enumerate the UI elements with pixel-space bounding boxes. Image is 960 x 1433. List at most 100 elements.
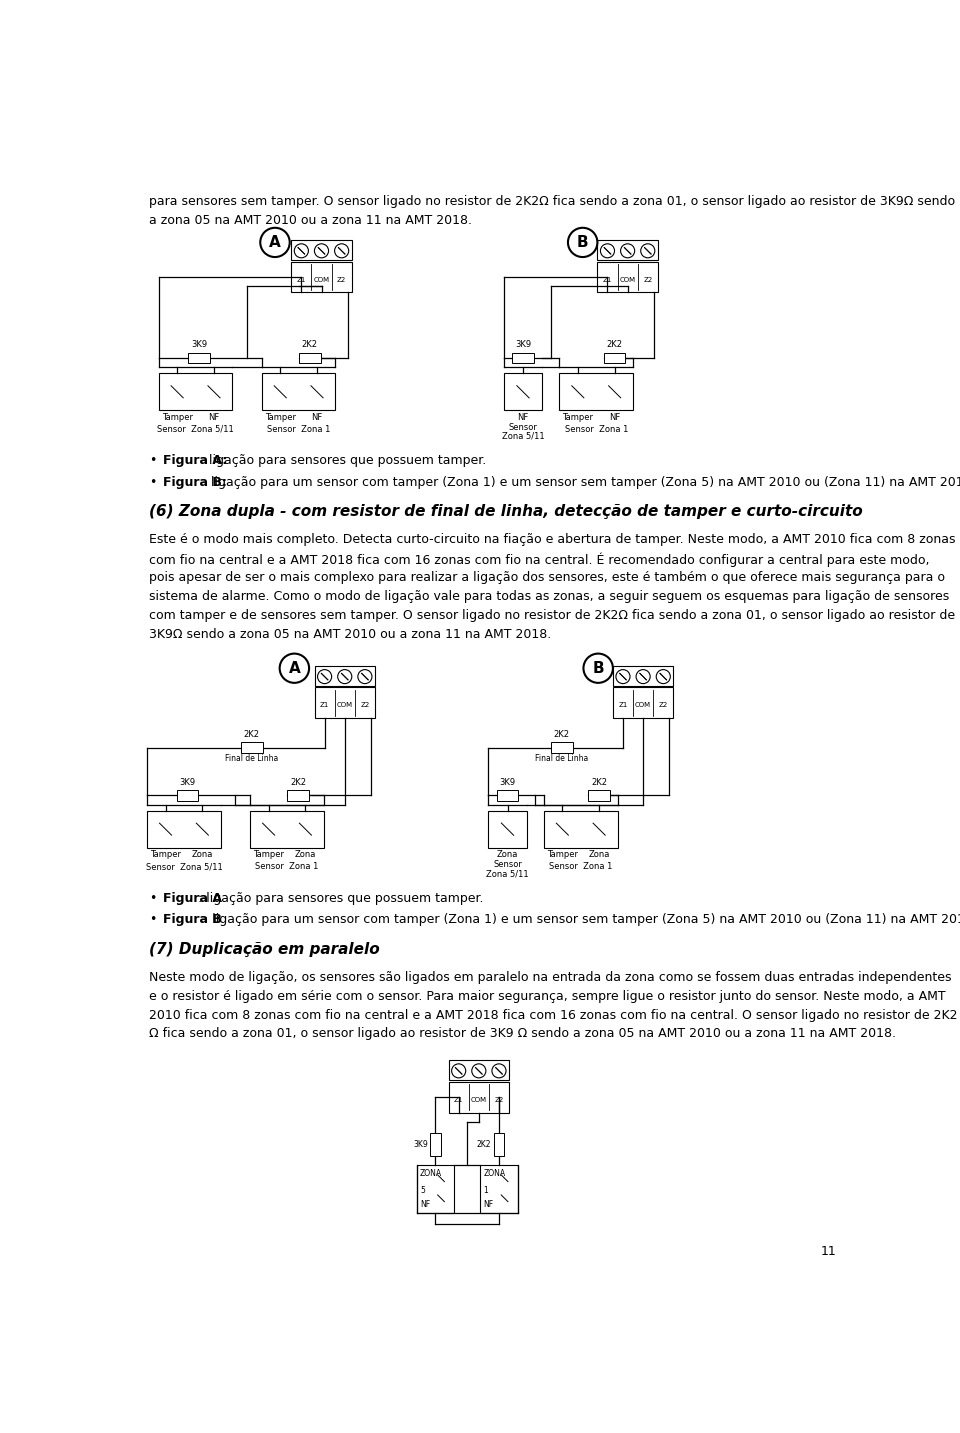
Bar	[287, 790, 309, 801]
Text: 1: 1	[484, 1187, 489, 1195]
Text: 2K2: 2K2	[290, 778, 306, 787]
Text: NF: NF	[208, 413, 220, 421]
Text: Tamper: Tamper	[150, 850, 181, 858]
Text: Zona: Zona	[497, 850, 518, 858]
Bar	[315, 688, 375, 718]
Text: Figura B: Figura B	[163, 913, 223, 927]
Bar	[315, 666, 375, 686]
Text: Final de Linha: Final de Linha	[226, 754, 278, 764]
Bar	[597, 262, 658, 292]
Text: Sensor  Zona 5/11: Sensor Zona 5/11	[157, 426, 234, 434]
Text: NF: NF	[517, 413, 529, 421]
Text: Sensor  Zona 1: Sensor Zona 1	[267, 426, 330, 434]
Bar	[417, 1165, 454, 1212]
Text: Tamper: Tamper	[161, 413, 193, 421]
Text: 11: 11	[821, 1245, 837, 1258]
Text: 3K9: 3K9	[413, 1139, 427, 1149]
Text: Este é o modo mais completo. Detecta curto-circuito na fiação e abertura de tamp: Este é o modo mais completo. Detecta cur…	[150, 533, 956, 546]
Text: Zona 5/11: Zona 5/11	[486, 870, 529, 878]
Bar	[241, 742, 263, 752]
Text: •: •	[150, 913, 156, 927]
Bar	[448, 1060, 509, 1080]
Text: Z1: Z1	[320, 702, 329, 708]
Text: 3K9Ω sendo a zona 05 na AMT 2010 ou a zona 11 na AMT 2018.: 3K9Ω sendo a zona 05 na AMT 2010 ou a zo…	[150, 628, 552, 641]
Text: Zona: Zona	[192, 850, 213, 858]
Text: Z1: Z1	[603, 277, 612, 282]
Text: para sensores sem tamper. O sensor ligado no resistor de 2K2Ω fica sendo a zona : para sensores sem tamper. O sensor ligad…	[150, 195, 955, 208]
Text: A: A	[289, 661, 300, 676]
Text: COM: COM	[636, 702, 651, 708]
Text: NF: NF	[311, 413, 323, 421]
Text: NF: NF	[609, 413, 620, 421]
Text: Sensor: Sensor	[493, 860, 522, 868]
Text: 3K9: 3K9	[180, 778, 196, 787]
Bar	[430, 1132, 441, 1155]
Text: 5: 5	[420, 1187, 424, 1195]
Text: Sensor  Zona 5/11: Sensor Zona 5/11	[146, 863, 223, 871]
Text: Z2: Z2	[643, 277, 653, 282]
Text: Ω fica sendo a zona 01, o sensor ligado ao resistor de 3K9 Ω sendo a zona 05 na : Ω fica sendo a zona 01, o sensor ligado …	[150, 1027, 897, 1040]
Text: COM: COM	[313, 277, 329, 282]
Text: Final de Linha: Final de Linha	[535, 754, 588, 764]
Text: (7) Duplicação em paralelo: (7) Duplicação em paralelo	[150, 941, 380, 957]
Text: Tamper: Tamper	[563, 413, 593, 421]
Text: 2010 fica com 8 zonas com fio na central e a AMT 2018 fica com 16 zonas com fio : 2010 fica com 8 zonas com fio na central…	[150, 1009, 958, 1022]
Text: B: B	[592, 661, 604, 676]
Bar	[291, 239, 351, 261]
Text: Z1: Z1	[454, 1096, 464, 1102]
Text: : ligação para um sensor com tamper (Zona 1) e um sensor sem tamper (Zona 5) na : : ligação para um sensor com tamper (Zon…	[204, 913, 960, 927]
Text: •: •	[150, 891, 156, 904]
Text: Sensor: Sensor	[509, 423, 538, 431]
Text: 3K9: 3K9	[499, 778, 516, 787]
Bar	[496, 790, 518, 801]
Text: Figura B:: Figura B:	[163, 476, 228, 489]
Text: Zona: Zona	[295, 850, 316, 858]
Text: sistema de alarme. Como o modo de ligação vale para todas as zonas, a seguir seg: sistema de alarme. Como o modo de ligaçã…	[150, 590, 949, 603]
Text: Zona 5/11: Zona 5/11	[502, 431, 544, 441]
Text: ZONA: ZONA	[484, 1169, 506, 1178]
Text: 3K9: 3K9	[191, 341, 207, 350]
Bar	[299, 353, 321, 364]
Text: NF: NF	[484, 1201, 493, 1209]
Bar	[604, 353, 626, 364]
Text: Zona: Zona	[588, 850, 610, 858]
Text: Z2: Z2	[659, 702, 668, 708]
Bar	[177, 790, 199, 801]
Text: (6) Zona dupla - com resistor de final de linha, detecção de tamper e curto-circ: (6) Zona dupla - com resistor de final d…	[150, 504, 863, 519]
Text: B: B	[577, 235, 588, 249]
Bar	[448, 1082, 509, 1112]
Text: 2K2: 2K2	[301, 341, 318, 350]
Bar	[504, 374, 542, 410]
Bar	[480, 1165, 517, 1212]
Text: Neste modo de ligação, os sensores são ligados em paralelo na entrada da zona co: Neste modo de ligação, os sensores são l…	[150, 970, 952, 984]
Bar	[493, 1132, 504, 1155]
Text: Sensor  Zona 1: Sensor Zona 1	[255, 863, 319, 871]
Text: COM: COM	[619, 277, 636, 282]
Bar	[597, 239, 658, 261]
Text: Z2: Z2	[494, 1096, 504, 1102]
Bar	[512, 353, 534, 364]
Bar	[262, 374, 335, 410]
Text: com fio na central e a AMT 2018 fica com 16 zonas com fio na central. É recomend: com fio na central e a AMT 2018 fica com…	[150, 552, 930, 567]
Text: NF: NF	[420, 1201, 430, 1209]
Text: 2K2: 2K2	[477, 1139, 492, 1149]
Text: Figura A: Figura A	[163, 891, 223, 904]
Text: Tamper: Tamper	[547, 850, 578, 858]
Text: Z2: Z2	[337, 277, 347, 282]
Bar	[551, 742, 572, 752]
Text: 2K2: 2K2	[591, 778, 607, 787]
Bar	[188, 353, 210, 364]
Text: A: A	[269, 235, 281, 249]
Bar	[612, 688, 673, 718]
Text: e o resistor é ligado em série com o sensor. Para maior segurança, sempre ligue : e o resistor é ligado em série com o sen…	[150, 990, 946, 1003]
Text: 2K2: 2K2	[607, 341, 623, 350]
Text: Tamper: Tamper	[265, 413, 296, 421]
Text: 3K9: 3K9	[515, 341, 531, 350]
Text: ZONA: ZONA	[420, 1169, 442, 1178]
Bar	[588, 790, 610, 801]
Text: COM: COM	[470, 1096, 487, 1102]
Bar	[488, 811, 527, 848]
Bar	[612, 666, 673, 686]
Text: ligação para sensores que possuem tamper.: ligação para sensores que possuem tamper…	[205, 454, 487, 467]
Text: Z2: Z2	[360, 702, 370, 708]
